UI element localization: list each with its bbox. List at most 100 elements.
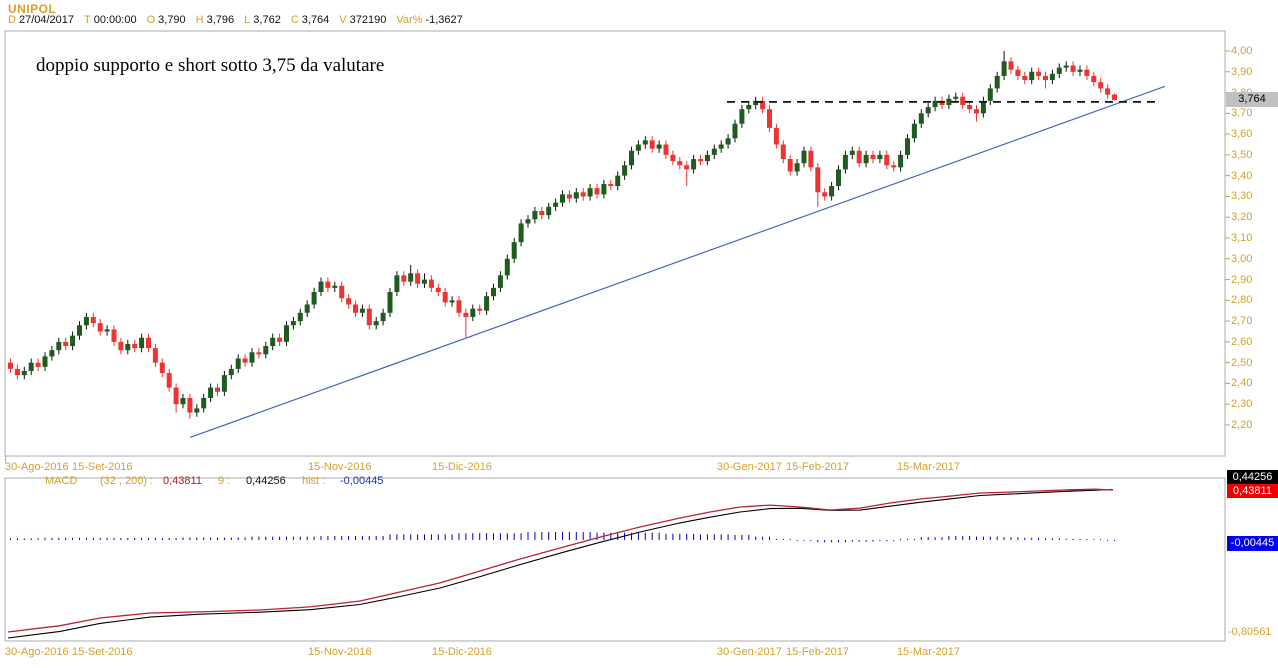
candle-body-down — [118, 341, 124, 351]
macd-histogram-bar — [106, 537, 108, 541]
date-axis-label: 15-Dic-2016 — [432, 646, 492, 658]
info-field-key: Var% — [396, 14, 423, 26]
macd-histogram-bar — [479, 533, 481, 541]
candle-body-up — [718, 144, 724, 149]
macd-histogram-bar — [789, 538, 791, 541]
macd-histogram-bar — [334, 536, 336, 541]
candle-body-down — [594, 188, 600, 195]
candles[interactable] — [8, 51, 1117, 419]
macd-histogram-bar — [844, 540, 846, 543]
candle-body-down — [152, 348, 158, 363]
macd-histogram-bar — [306, 536, 308, 541]
macd-histogram-bar — [58, 537, 60, 541]
macd-histogram-bar — [127, 537, 129, 541]
candle-body-up — [573, 192, 579, 199]
candle-body-down — [277, 337, 283, 342]
macd-histogram-bar — [989, 536, 991, 541]
candle-body-up — [49, 350, 55, 357]
macd-histogram-bar — [562, 532, 563, 541]
macd-histogram-bar — [520, 533, 522, 541]
candle-body-up — [601, 183, 607, 195]
candle-body-down — [967, 105, 973, 110]
candle-body-up — [408, 273, 414, 282]
info-field-value: 3,790 — [158, 14, 186, 26]
macd-histogram-bar — [803, 540, 805, 542]
candle-body-down — [456, 300, 462, 313]
candle-body-down — [366, 308, 372, 326]
candle-body-up — [470, 308, 476, 317]
macd-histogram-bar — [948, 536, 950, 541]
candle-body-down — [173, 387, 179, 405]
macd-histogram-bar — [644, 532, 646, 541]
macd-histogram-bar — [79, 537, 80, 541]
candle-body-down — [90, 316, 96, 324]
macd-histogram-bar — [168, 537, 170, 541]
date-axis-label: 30-Gen-2017 — [717, 646, 782, 658]
price-axis-label: 3,70 — [1231, 107, 1253, 120]
last-price-tag: 3,764 — [1226, 92, 1278, 107]
candle-body-up — [829, 186, 835, 197]
candle-body-up — [1001, 61, 1007, 76]
candle-body-down — [132, 343, 138, 349]
date-axis-label: 15-Nov-2016 — [308, 646, 372, 658]
candle-body-up — [1063, 65, 1069, 68]
macd-histogram-bar — [320, 536, 322, 541]
candle-body-up — [629, 150, 634, 166]
candle-body-up — [56, 341, 62, 351]
macd-signal-label: 9 : — [218, 475, 231, 487]
candle-body-up — [504, 258, 510, 276]
candle-body-down — [891, 165, 897, 168]
price-axis-label: 3,90 — [1231, 65, 1253, 78]
price-axis-label: 2,40 — [1231, 377, 1253, 390]
date-axis-label: 15-Nov-2016 — [308, 461, 372, 473]
candle-body-up — [560, 194, 565, 203]
macd-histogram-bar — [610, 532, 612, 541]
chart-annotation-text[interactable]: doppio supporto e short sotto 3,75 da va… — [36, 55, 385, 76]
candle-body-down — [1022, 75, 1028, 81]
macd-histogram-bar — [741, 534, 743, 541]
candle-body-down — [63, 341, 69, 347]
date-axis-label: 15-Set-2016 — [72, 461, 133, 473]
candle-body-up — [394, 275, 400, 293]
candle-body-up — [221, 375, 227, 392]
macd-histogram-bar — [210, 537, 212, 541]
macd-histogram-bar — [292, 536, 294, 541]
symbol-title: UNIPOL — [8, 2, 57, 16]
candle-body-up — [801, 150, 807, 164]
macd-histogram-bar — [265, 536, 267, 541]
macd-histogram-bar — [189, 537, 191, 541]
candle-body-down — [325, 281, 331, 288]
macd-histogram-bar — [175, 537, 177, 541]
macd-histogram-bar — [934, 537, 936, 541]
macd-signal-value-box: 0,44256 — [1227, 470, 1278, 484]
macd-histogram-bar — [513, 533, 515, 541]
macd-histogram-bar — [748, 534, 750, 541]
macd-histogram-bar — [1079, 538, 1081, 541]
candle-body-down — [256, 352, 262, 355]
candle-body-down — [974, 109, 979, 114]
candle-body-up — [263, 346, 269, 355]
macd-histogram-bar — [838, 540, 839, 543]
price-axis-label: 2,70 — [1231, 315, 1253, 328]
candle-body-down — [767, 109, 772, 128]
candle-body-up — [546, 206, 552, 216]
candle-body-up — [615, 175, 621, 187]
candle-body-up — [83, 316, 89, 326]
candle-body-up — [491, 287, 496, 297]
macd-histogram-bar — [762, 536, 764, 541]
macd-histogram-bar — [1072, 538, 1074, 541]
candle-body-down — [1084, 69, 1090, 76]
candle-body-down — [1105, 88, 1111, 95]
macd-histogram-bar — [913, 538, 915, 541]
candle-body-down — [670, 154, 676, 162]
macd-histogram-bar — [258, 536, 260, 541]
macd-histogram-bar — [430, 534, 432, 541]
candle-body-up — [622, 165, 628, 176]
ohlc-info-bar: D 27/04/2017 T 00:00:00 O 3,790 H 3,796 L 3,762 C 3… — [8, 14, 473, 26]
macd-histogram-bar — [424, 534, 425, 541]
candle-body-up — [898, 154, 904, 168]
candle-body-up — [587, 188, 593, 197]
support-trendline[interactable] — [189, 85, 1166, 439]
macd-histogram-bar — [499, 533, 501, 541]
